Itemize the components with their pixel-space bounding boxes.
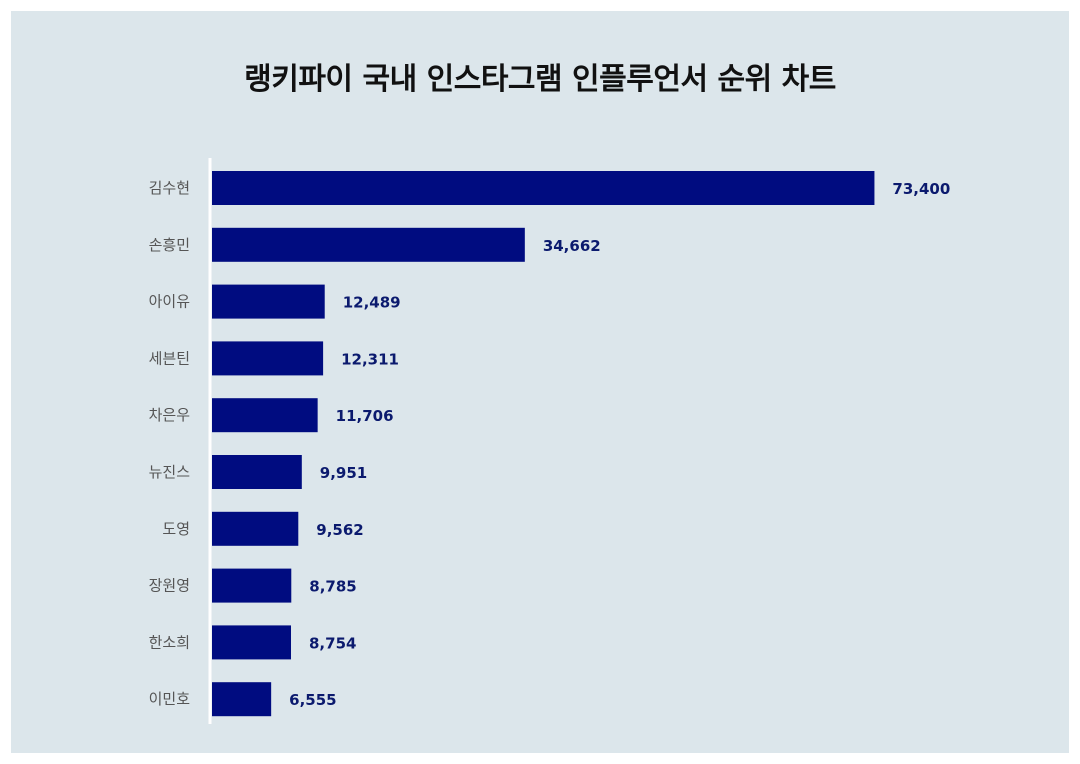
labels-layer: 김수현 73,400 손흥민 34,662 아이유 12,489 세븐틴 12,311 차은우 1… [149, 179, 951, 709]
bar-8 [212, 625, 292, 660]
bar-1 [212, 227, 525, 262]
value-label-3: 12,311 [341, 350, 399, 368]
category-label-1: 손흥민 [149, 236, 190, 254]
category-label-4: 차은우 [149, 406, 191, 424]
value-label-4: 11,706 [336, 407, 394, 425]
bar-5 [212, 455, 302, 489]
value-label-7: 8,785 [309, 578, 356, 596]
value-label-2: 12,489 [343, 294, 401, 312]
chart-title: 랭키파이 국내 인스타그램 인플루언서 순위 차트 [244, 62, 836, 97]
category-label-6: 도영 [162, 520, 190, 538]
bars-layer [212, 171, 875, 717]
category-label-2: 아이유 [149, 293, 191, 311]
bar-7 [212, 568, 292, 603]
bar-6 [212, 511, 299, 546]
bar-0 [212, 171, 875, 205]
chart-background [11, 11, 1069, 753]
bar-4 [212, 398, 318, 433]
category-label-0: 김수현 [149, 179, 190, 197]
category-label-9: 이민호 [149, 690, 191, 708]
category-label-5: 뉴진스 [149, 463, 191, 481]
value-label-8: 8,754 [309, 634, 356, 652]
category-label-8: 한소희 [149, 633, 190, 651]
value-label-1: 34,662 [543, 237, 601, 255]
value-label-9: 6,555 [289, 691, 336, 709]
category-label-7: 장원영 [149, 577, 190, 595]
bar-9 [212, 682, 272, 717]
value-label-6: 9,562 [316, 521, 363, 539]
value-label-0: 73,400 [892, 180, 950, 198]
value-label-5: 9,951 [320, 464, 367, 482]
category-label-3: 세븐틴 [149, 349, 190, 367]
bar-2 [212, 284, 325, 319]
bar-3 [212, 341, 324, 376]
